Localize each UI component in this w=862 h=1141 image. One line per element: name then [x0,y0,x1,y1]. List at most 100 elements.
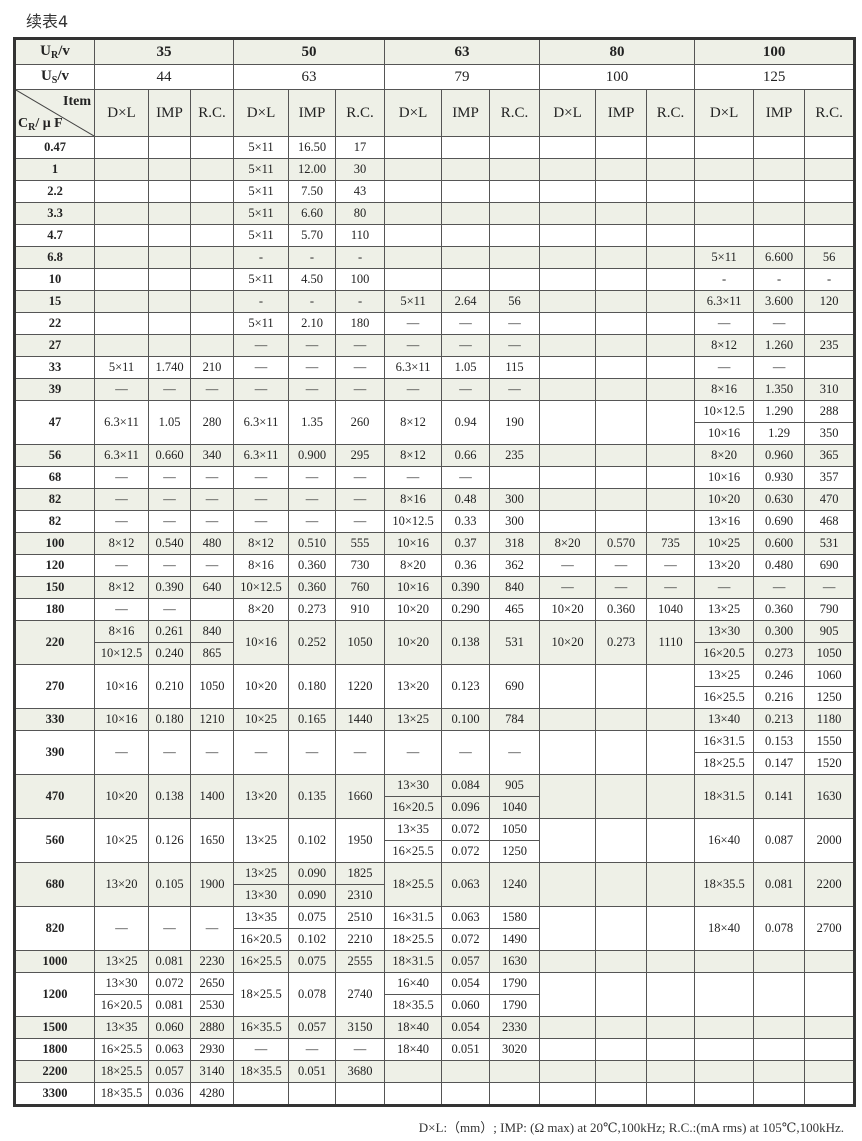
dimension-cell: 13×25 [233,862,290,885]
dimension-cell [539,290,597,313]
table-row: 13×30 0.090 2310 [15,884,855,907]
ripple-current-cell: 318 [489,532,541,555]
dimension-cell: 13×40 [694,708,755,731]
capacitance-cell: 10 [14,268,95,291]
impedance-cell: 0.570 [595,532,648,555]
impedance-cell [288,1082,337,1106]
dimension-cell [694,950,755,973]
impedance-cell: 0.054 [441,972,491,995]
dimension-cell: 13×20 [94,862,149,907]
dimension-cell [539,774,597,819]
ripple-current-cell [489,246,541,269]
impedance-cell [595,224,648,247]
ripple-current-cell: 2650 [189,972,235,995]
impedance-cell: — [288,334,337,357]
dimension-cell: 10×20 [384,620,443,665]
ripple-current-cell [804,1016,856,1039]
ripple-current-cell: 210 [189,356,235,379]
dimension-cell: 18×25.5 [384,862,443,907]
impedance-cell: 0.246 [753,664,806,687]
item-header-row: Item CR/ μ F D×L IMP R.C. D×L IMP R.C. D×L IMP R… [14,89,856,137]
impedance-cell: — [441,312,491,335]
ripple-current-cell [804,1060,856,1083]
ripple-current-cell: 43 [335,180,386,203]
impedance-cell: 0.081 [148,994,191,1017]
item-capacitance-corner: Item CR/ μ F [14,89,95,137]
dimension-cell: 10×16 [694,422,755,445]
dimension-cell: 16×40 [384,972,443,995]
dimension-cell [384,246,443,269]
table-row: 47 6.3×11 1.05 280 6.3×11 1.35 260 8×12 0.94 190 1… [14,400,856,445]
ripple-current-cell: 1050 [189,664,235,709]
ripple-current-cell: 2330 [489,1016,541,1039]
impedance-cell: — [595,576,648,599]
dimension-cell [539,1038,597,1061]
impedance-cell [595,510,648,533]
ripple-current-cell: — [335,1038,386,1061]
impedance-cell [753,950,806,973]
impedance-cell: 0.096 [441,796,491,819]
dimension-cell [694,1038,755,1061]
dimension-cell: — [94,488,149,511]
impedance-cell: — [441,730,491,775]
impedance-cell: 0.600 [753,532,806,555]
dimension-cell: — [694,356,755,379]
ripple-current-cell [189,268,235,291]
impedance-cell: 0.960 [753,444,806,467]
dimension-cell [539,488,597,511]
impedance-cell: 0.102 [288,818,337,863]
column-header-impedance: IMP [441,89,491,137]
impedance-cell: 0.060 [148,1016,191,1039]
ripple-current-cell: 640 [189,576,235,599]
impedance-cell: 0.138 [148,774,191,819]
dimension-cell: — [94,598,149,621]
surge-voltage-label: US/v [14,64,95,90]
impedance-cell: 2.10 [288,312,337,335]
ripple-current-cell [646,708,696,731]
ripple-current-cell: 2700 [804,906,856,951]
table-row: 390— — — — — — — — —16×31.5 0.153 1550 [14,730,856,775]
impedance-cell: 0.090 [288,862,337,885]
table-row: 10×12.5 0.240 865 16×20.5 0.273 1050 [15,642,856,665]
dimension-cell: — [384,312,443,335]
table-caption: 续表4 [26,12,69,31]
dimension-cell: 10×20 [694,488,755,511]
impedance-cell: 0.165 [288,708,337,731]
dimension-cell [539,510,597,533]
dimension-cell [384,158,443,181]
impedance-cell [148,158,191,181]
capacitance-cell: 180 [14,598,95,621]
dimension-cell: 18×25.5 [233,972,290,1017]
impedance-cell: 0.123 [441,664,491,709]
capacitance-cell: 56 [14,444,95,467]
capacitance-cell: 680 [14,862,95,907]
impedance-cell [753,1016,806,1039]
table-row: 220 8×16 0.261 840 10×16 0.252 1050 10×20 0.138 5… [14,620,856,665]
dimension-cell [539,906,597,951]
dimension-cell: — [233,730,290,775]
impedance-cell [441,202,491,225]
dimension-cell [233,1082,290,1106]
ripple-current-cell: - [335,290,386,313]
dimension-cell [539,708,597,731]
dimension-cell: — [539,554,597,577]
ripple-current-cell: 840 [489,576,541,599]
ripple-current-cell: 531 [489,620,541,665]
dimension-cell: 13×20 [384,664,443,709]
ripple-current-cell: — [335,334,386,357]
ripple-current-cell: — [646,554,696,577]
ripple-current-cell: 865 [189,642,235,665]
impedance-cell: — [148,554,191,577]
capacitance-cell: 330 [14,708,95,731]
impedance-cell: 0.360 [288,554,337,577]
ripple-current-cell: 2930 [189,1038,235,1061]
ripple-current-cell [804,180,856,203]
dimension-cell [539,356,597,379]
impedance-cell: — [148,906,191,951]
ripple-current-cell: 1790 [489,994,541,1017]
ripple-current-cell: 3680 [335,1060,386,1083]
ripple-current-cell: 730 [335,554,386,577]
ripple-current-cell [646,664,696,709]
ripple-current-cell [646,862,696,907]
dimension-cell [539,1060,597,1083]
